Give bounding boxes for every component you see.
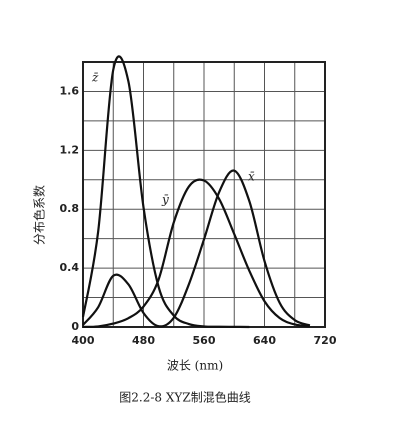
x-tick-label: 400 bbox=[72, 334, 95, 347]
y-tick-label: 1.2 bbox=[60, 143, 80, 156]
y-tick-label: 0 bbox=[71, 320, 79, 333]
x-tick-label: 720 bbox=[314, 334, 337, 347]
y-axis-label: 分布色系数 bbox=[32, 185, 47, 245]
x-tick-label: 640 bbox=[253, 334, 276, 347]
series-label: ȳ bbox=[161, 193, 169, 207]
chart-title: 图2.2-8 XYZ制混色曲线 bbox=[119, 391, 250, 405]
y-tick-label: 0.8 bbox=[60, 202, 80, 215]
series-label: x̄ bbox=[248, 170, 255, 184]
series-label: z̄ bbox=[91, 71, 99, 85]
y-tick-label: 1.6 bbox=[60, 84, 80, 97]
y-tick-label: 0.4 bbox=[60, 261, 80, 274]
series-line bbox=[82, 178, 311, 329]
series-line bbox=[82, 169, 311, 328]
x-tick-label: 480 bbox=[132, 334, 155, 347]
x-tick-label: 560 bbox=[193, 334, 216, 347]
x-axis-label: 波长 (nm) bbox=[167, 359, 223, 373]
